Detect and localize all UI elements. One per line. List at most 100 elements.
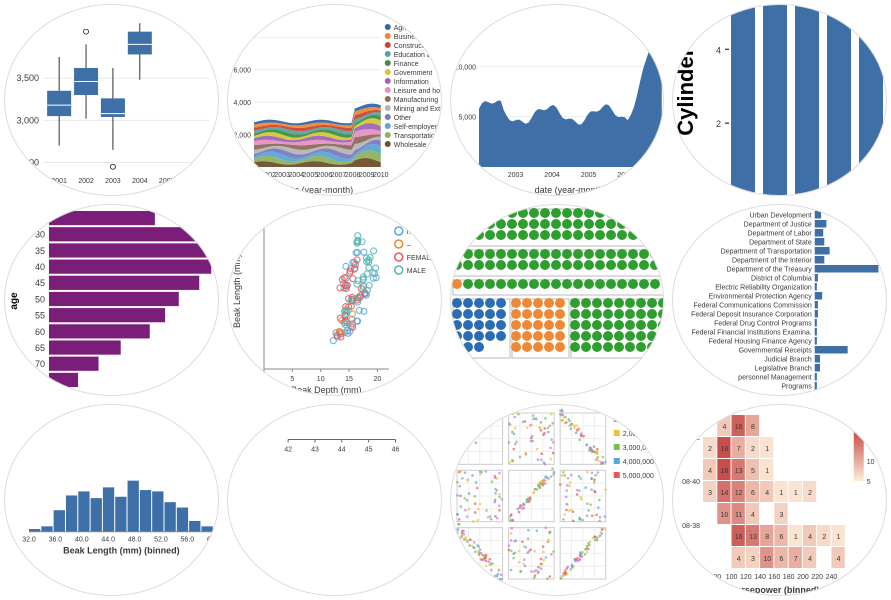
svg-text:6: 6 <box>780 534 784 541</box>
thumb-axis[interactable]: 4243444546 <box>227 404 442 596</box>
svg-text:240: 240 <box>826 574 838 581</box>
svg-text:1: 1 <box>780 490 784 497</box>
svg-text:4: 4 <box>766 490 770 497</box>
svg-text:1: 1 <box>766 468 770 475</box>
svg-text:Federal Communications Commiss: Federal Communications Commission <box>694 302 812 309</box>
svg-text:Manufacturing: Manufacturing <box>394 97 438 104</box>
svg-text:40.0: 40.0 <box>75 537 89 544</box>
svg-text:Department of State: Department of State <box>749 239 812 246</box>
svg-text:2: 2 <box>716 119 721 129</box>
svg-text:15: 15 <box>345 376 353 383</box>
svg-text:13: 13 <box>735 468 743 475</box>
thumb-beak-hist[interactable]: 32.036.040.044.048.052.056.060.0Beak Len… <box>4 404 219 596</box>
svg-text:series: series <box>385 9 411 19</box>
thumb-dept-bar[interactable]: Urban DevelopmentDepartment of JusticeDe… <box>672 204 887 396</box>
svg-text:4: 4 <box>837 556 841 563</box>
svg-text:3,500: 3,500 <box>16 73 39 83</box>
svg-text:Department of Labor: Department of Labor <box>748 230 813 237</box>
svg-text:5,000,000: 5,000,000 <box>622 473 653 480</box>
thumb-scatter-matrix[interactable]: 1,000,0002,000,0003,000,0004,000,0005,00… <box>450 404 665 596</box>
svg-text:3: 3 <box>780 512 784 519</box>
thumb-stacked-area[interactable]: 2,0004,0006,0008,00020012002200320042005… <box>227 4 442 196</box>
svg-text:160: 160 <box>769 574 781 581</box>
svg-text:3: 3 <box>751 556 755 563</box>
svg-text:Federal Drug Control Programs: Federal Drug Control Programs <box>714 320 812 327</box>
svg-text:44.0: 44.0 <box>101 537 115 544</box>
svg-text:2005: 2005 <box>580 172 596 179</box>
svg-text:Beak Length (mm): Beak Length (mm) <box>232 254 242 328</box>
svg-text:Government: Government <box>394 70 433 77</box>
svg-text:Business services: Business services <box>394 34 442 41</box>
svg-text:Finance: Finance <box>394 61 419 68</box>
svg-text:2004: 2004 <box>132 178 148 185</box>
svg-text:08-40: 08-40 <box>682 479 700 486</box>
thumb-beak-scatter[interactable]: 05101520Beak Depth (mm)Beak Length (mm)S… <box>227 204 442 396</box>
svg-text:60: 60 <box>699 574 707 581</box>
svg-text:date (year-month): date (year-month) <box>534 185 606 195</box>
svg-text:11: 11 <box>735 512 742 519</box>
thumb-dot-cluster[interactable] <box>450 204 665 396</box>
svg-text:45: 45 <box>35 278 45 288</box>
svg-text:4: 4 <box>737 556 741 563</box>
svg-text:5: 5 <box>751 468 755 475</box>
svg-text:200: 200 <box>797 574 809 581</box>
svg-text:Governmental Receipts: Governmental Receipts <box>739 347 813 354</box>
svg-text:4: 4 <box>808 534 812 541</box>
svg-text:2004: 2004 <box>544 172 560 179</box>
svg-text:4,000,000: 4,000,000 <box>622 459 653 466</box>
svg-text:Construction: Construction <box>394 43 433 50</box>
svg-text:2001: 2001 <box>51 178 67 185</box>
svg-text:Cylinders: Cylinders <box>673 36 698 136</box>
svg-text:120: 120 <box>740 574 752 581</box>
svg-text:36.0: 36.0 <box>49 537 63 544</box>
svg-text:10: 10 <box>867 459 875 466</box>
svg-text:Department of Justice: Department of Justice <box>744 221 812 228</box>
thumb-age-bar[interactable]: 2530354045505560657075age <box>4 204 219 396</box>
svg-text:6,000: 6,000 <box>233 68 251 75</box>
svg-text:30: 30 <box>35 230 45 240</box>
svg-text:Transportation and Utilities: Transportation and Utilities <box>394 133 442 140</box>
svg-text:25: 25 <box>35 214 45 224</box>
svg-text:2: 2 <box>823 534 827 541</box>
svg-text:4: 4 <box>716 45 721 55</box>
svg-text:Judicial Branch: Judicial Branch <box>765 356 813 363</box>
svg-text:8,000: 8,000 <box>233 35 251 42</box>
svg-text:56.0: 56.0 <box>181 537 195 544</box>
svg-text:2,500: 2,500 <box>16 158 39 168</box>
svg-text:Self-employed: Self-employed <box>394 124 439 131</box>
svg-text:4: 4 <box>808 556 812 563</box>
svg-text:4: 4 <box>751 512 755 519</box>
svg-text:Environmental Protection Agenc: Environmental Protection Agency <box>709 293 813 300</box>
svg-text:5: 5 <box>867 479 871 486</box>
thumb-heatmap[interactable]: 4168218721418135131412641121011431613861… <box>672 404 887 596</box>
svg-text:Electric Reliability Organizat: Electric Reliability Organization <box>716 284 813 291</box>
svg-text:12: 12 <box>735 490 743 497</box>
svg-text:10: 10 <box>721 512 729 519</box>
svg-text:2,000,000: 2,000,000 <box>622 431 653 438</box>
svg-text:Beak Depth (mm): Beak Depth (mm) <box>291 385 362 395</box>
svg-text:personnel Management: personnel Management <box>738 374 812 381</box>
svg-text:43: 43 <box>311 447 319 454</box>
svg-text:60: 60 <box>35 327 45 337</box>
thumb-cylinders-bar[interactable]: 2 4 Cylinders <box>672 4 887 196</box>
svg-text:46: 46 <box>391 447 399 454</box>
svg-text:4,000: 4,000 <box>233 100 251 107</box>
svg-text:08-42: 08-42 <box>682 435 700 442</box>
svg-text:4: 4 <box>723 424 727 431</box>
svg-text:4: 4 <box>708 468 712 475</box>
svg-text:44: 44 <box>338 447 346 454</box>
svg-text:Information: Information <box>394 79 429 86</box>
svg-text:10: 10 <box>317 376 325 383</box>
svg-text:3,000,000: 3,000,000 <box>622 445 653 452</box>
svg-text:32.0: 32.0 <box>22 537 36 544</box>
thumb-area[interactable]: 5,00010,000200220032004200520062007date … <box>450 4 665 196</box>
svg-text:70: 70 <box>35 359 45 369</box>
svg-text:13: 13 <box>749 534 757 541</box>
thumb-boxplot[interactable]: 2,5003,0003,5002001200220032004200520062… <box>4 4 219 196</box>
svg-text:2005: 2005 <box>159 178 175 185</box>
svg-text:2007: 2007 <box>213 178 219 185</box>
svg-text:3: 3 <box>708 490 712 497</box>
svg-text:60.0: 60.0 <box>207 537 219 544</box>
svg-text:1: 1 <box>794 490 798 497</box>
svg-text:2,000: 2,000 <box>233 133 251 140</box>
